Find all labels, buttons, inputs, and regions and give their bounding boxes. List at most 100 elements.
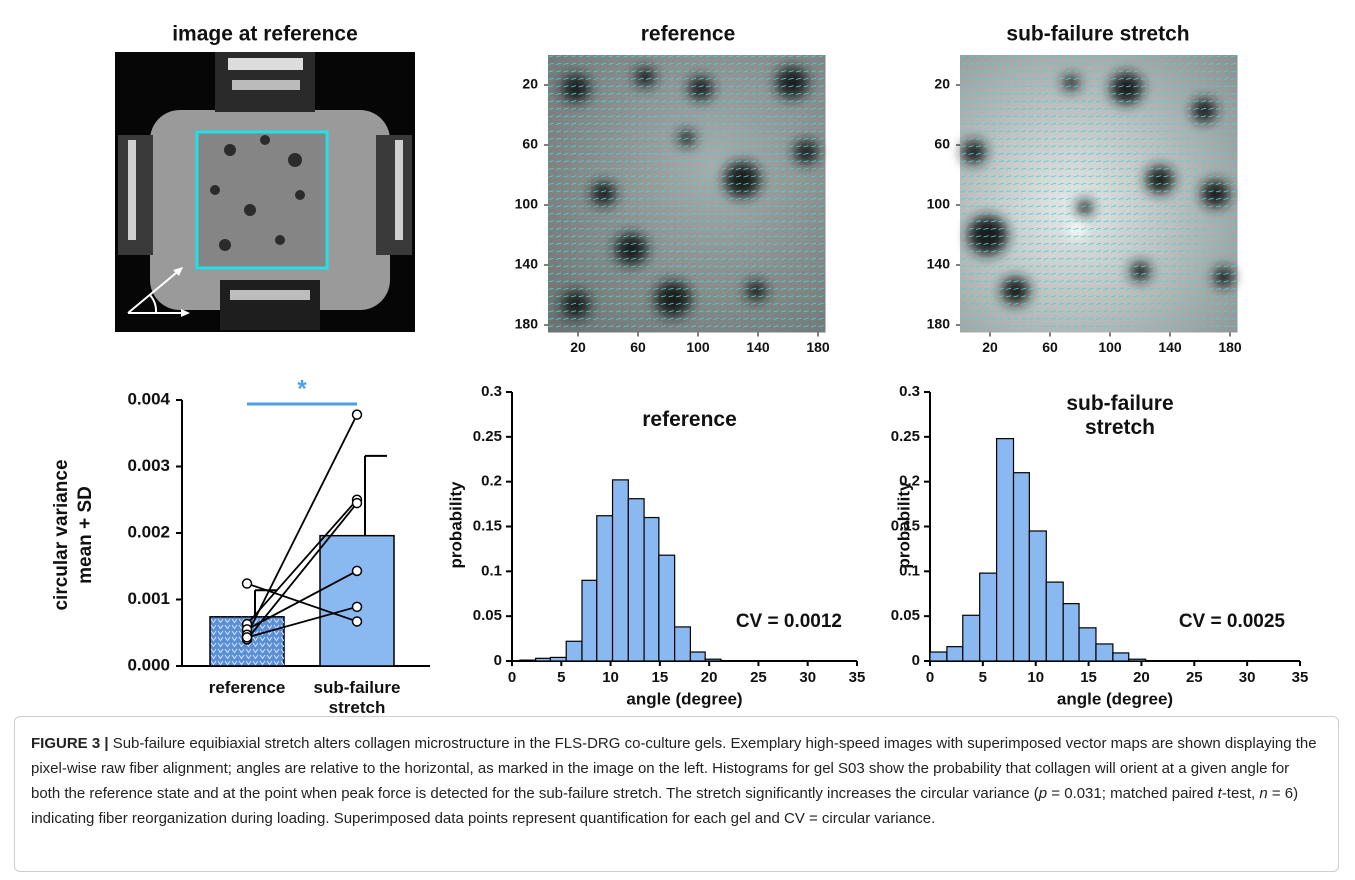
x-tick-label: 0: [508, 669, 516, 686]
histogram-bar: [1062, 603, 1080, 662]
histogram-bar: [995, 438, 1015, 662]
caption-text: t: [1217, 785, 1222, 802]
x-tick-label: 140: [746, 339, 770, 355]
histogram-bar: [1045, 581, 1064, 662]
histogram-bar: [979, 572, 998, 662]
histogram-bar: [1112, 652, 1130, 662]
x-tick-label: 0: [926, 669, 934, 686]
pair-line: [246, 414, 358, 636]
figure: image at reference reference2060100140180…: [51, 23, 1309, 715]
caption-text: -test,: [1221, 785, 1260, 802]
y-tick-label: 20: [522, 76, 538, 92]
y-axis-label: circular variance: [51, 459, 72, 610]
y-axis-label: mean + SD: [75, 486, 96, 584]
data-point: [351, 616, 363, 627]
histogram-bar: [549, 656, 567, 662]
y-tick-label: 140: [927, 256, 951, 272]
x-tick-label-box: reference: [208, 678, 286, 697]
x-tick-label: 25: [1186, 669, 1203, 686]
y-tick-label: 100: [515, 196, 539, 212]
pair-line: [246, 605, 358, 639]
y-tick-label: 60: [522, 136, 538, 152]
y-tick-label: 0.25: [473, 428, 502, 445]
y-tick-label: 0.3: [899, 383, 920, 400]
y-tick-label: 0.004: [127, 389, 170, 408]
y-axis-label: probability: [446, 481, 465, 568]
data-point: [351, 497, 363, 509]
y-tick-label: 140: [515, 256, 539, 272]
caption-text: Sub-failure equibiaxial stretch alters c…: [31, 735, 1317, 802]
x-tick-label: 60: [630, 339, 646, 355]
histogram-bar: [658, 554, 676, 662]
x-tick-label: 20: [982, 339, 998, 355]
x-tick-label: 15: [652, 669, 669, 686]
x-tick-label: 5: [557, 669, 565, 686]
histogram-bar: [674, 626, 692, 662]
y-axis-label: probability: [894, 481, 913, 568]
x-tick-label: sub-failure stretch: [313, 678, 401, 715]
x-tick-label: 20: [701, 669, 718, 686]
histogram-bar: [929, 651, 948, 662]
x-axis-label: angle (degree): [626, 689, 742, 708]
vector-field: [548, 55, 826, 333]
caption-text: = 6) indicating fiber reorganization dur…: [31, 785, 1299, 827]
y-tick-label: 180: [515, 316, 539, 332]
y-tick-label: 20: [934, 76, 950, 92]
caption-text: n: [1259, 785, 1268, 802]
histogram-bar: [689, 651, 706, 662]
x-tick-label: 5: [979, 669, 987, 686]
y-tick-label: 0.001: [127, 589, 170, 608]
x-tick-label: 140: [1158, 339, 1182, 355]
x-tick-label: 25: [750, 669, 767, 686]
data-point: [241, 632, 253, 643]
annotation: CV = 0.0025: [1179, 611, 1286, 632]
data-point: [351, 565, 363, 577]
y-tick-label: 0.25: [891, 428, 920, 445]
histogram-bar: [519, 659, 537, 662]
y-tick-label: 180: [927, 316, 951, 332]
pair-line: [246, 582, 358, 623]
histogram-bar: [1128, 658, 1147, 662]
y-tick-label: 0.1: [899, 562, 920, 579]
histogram-bar: [611, 479, 629, 662]
pair-line: [246, 570, 358, 631]
chart-title: sub-failure stretch: [1066, 392, 1174, 440]
panel-title: image at reference: [172, 23, 358, 46]
caption: FIGURE 3 | Sub-failure equibiaxial stret…: [14, 716, 1339, 872]
photo: [115, 52, 415, 332]
histogram-bar: [1078, 627, 1097, 662]
y-tick-label: 60: [934, 136, 950, 152]
y-tick-label: 0.2: [481, 473, 502, 490]
bar: [319, 534, 395, 667]
data-point: [351, 601, 363, 613]
panel-title: reference: [641, 23, 736, 46]
x-tick-label: reference: [208, 678, 286, 697]
pair-line: [246, 499, 358, 625]
histogram-bar: [596, 515, 614, 662]
histogram-bar: [643, 516, 660, 662]
y-tick-label: 100: [927, 196, 951, 212]
y-tick-label: 0.003: [127, 456, 170, 475]
x-tick-label: 35: [849, 669, 866, 686]
histogram-bar: [535, 657, 552, 662]
vector-field: [960, 55, 1238, 333]
histogram-bar: [962, 614, 981, 662]
x-tick-label: 180: [806, 339, 830, 355]
x-tick-label: 30: [799, 669, 816, 686]
y-tick-label: 0.1: [481, 562, 502, 579]
histogram-bar: [581, 579, 598, 662]
y-tick-label: 0.3: [481, 383, 502, 400]
y-tick-label: 0.15: [473, 517, 502, 534]
histogram-bar: [1028, 530, 1047, 662]
histogram-bar: [627, 498, 645, 662]
x-tick-label: 10: [1027, 669, 1044, 686]
caption-label: FIGURE 3 |: [31, 735, 109, 752]
x-tick-label: 10: [602, 669, 619, 686]
histogram-bar: [1095, 643, 1114, 662]
x-tick-label: 35: [1292, 669, 1309, 686]
annotation: CV = 0.0012: [736, 611, 842, 632]
chart-title: reference: [642, 408, 737, 431]
y-tick-label: 0.05: [891, 607, 920, 624]
y-tick-label: 0.15: [891, 517, 920, 534]
